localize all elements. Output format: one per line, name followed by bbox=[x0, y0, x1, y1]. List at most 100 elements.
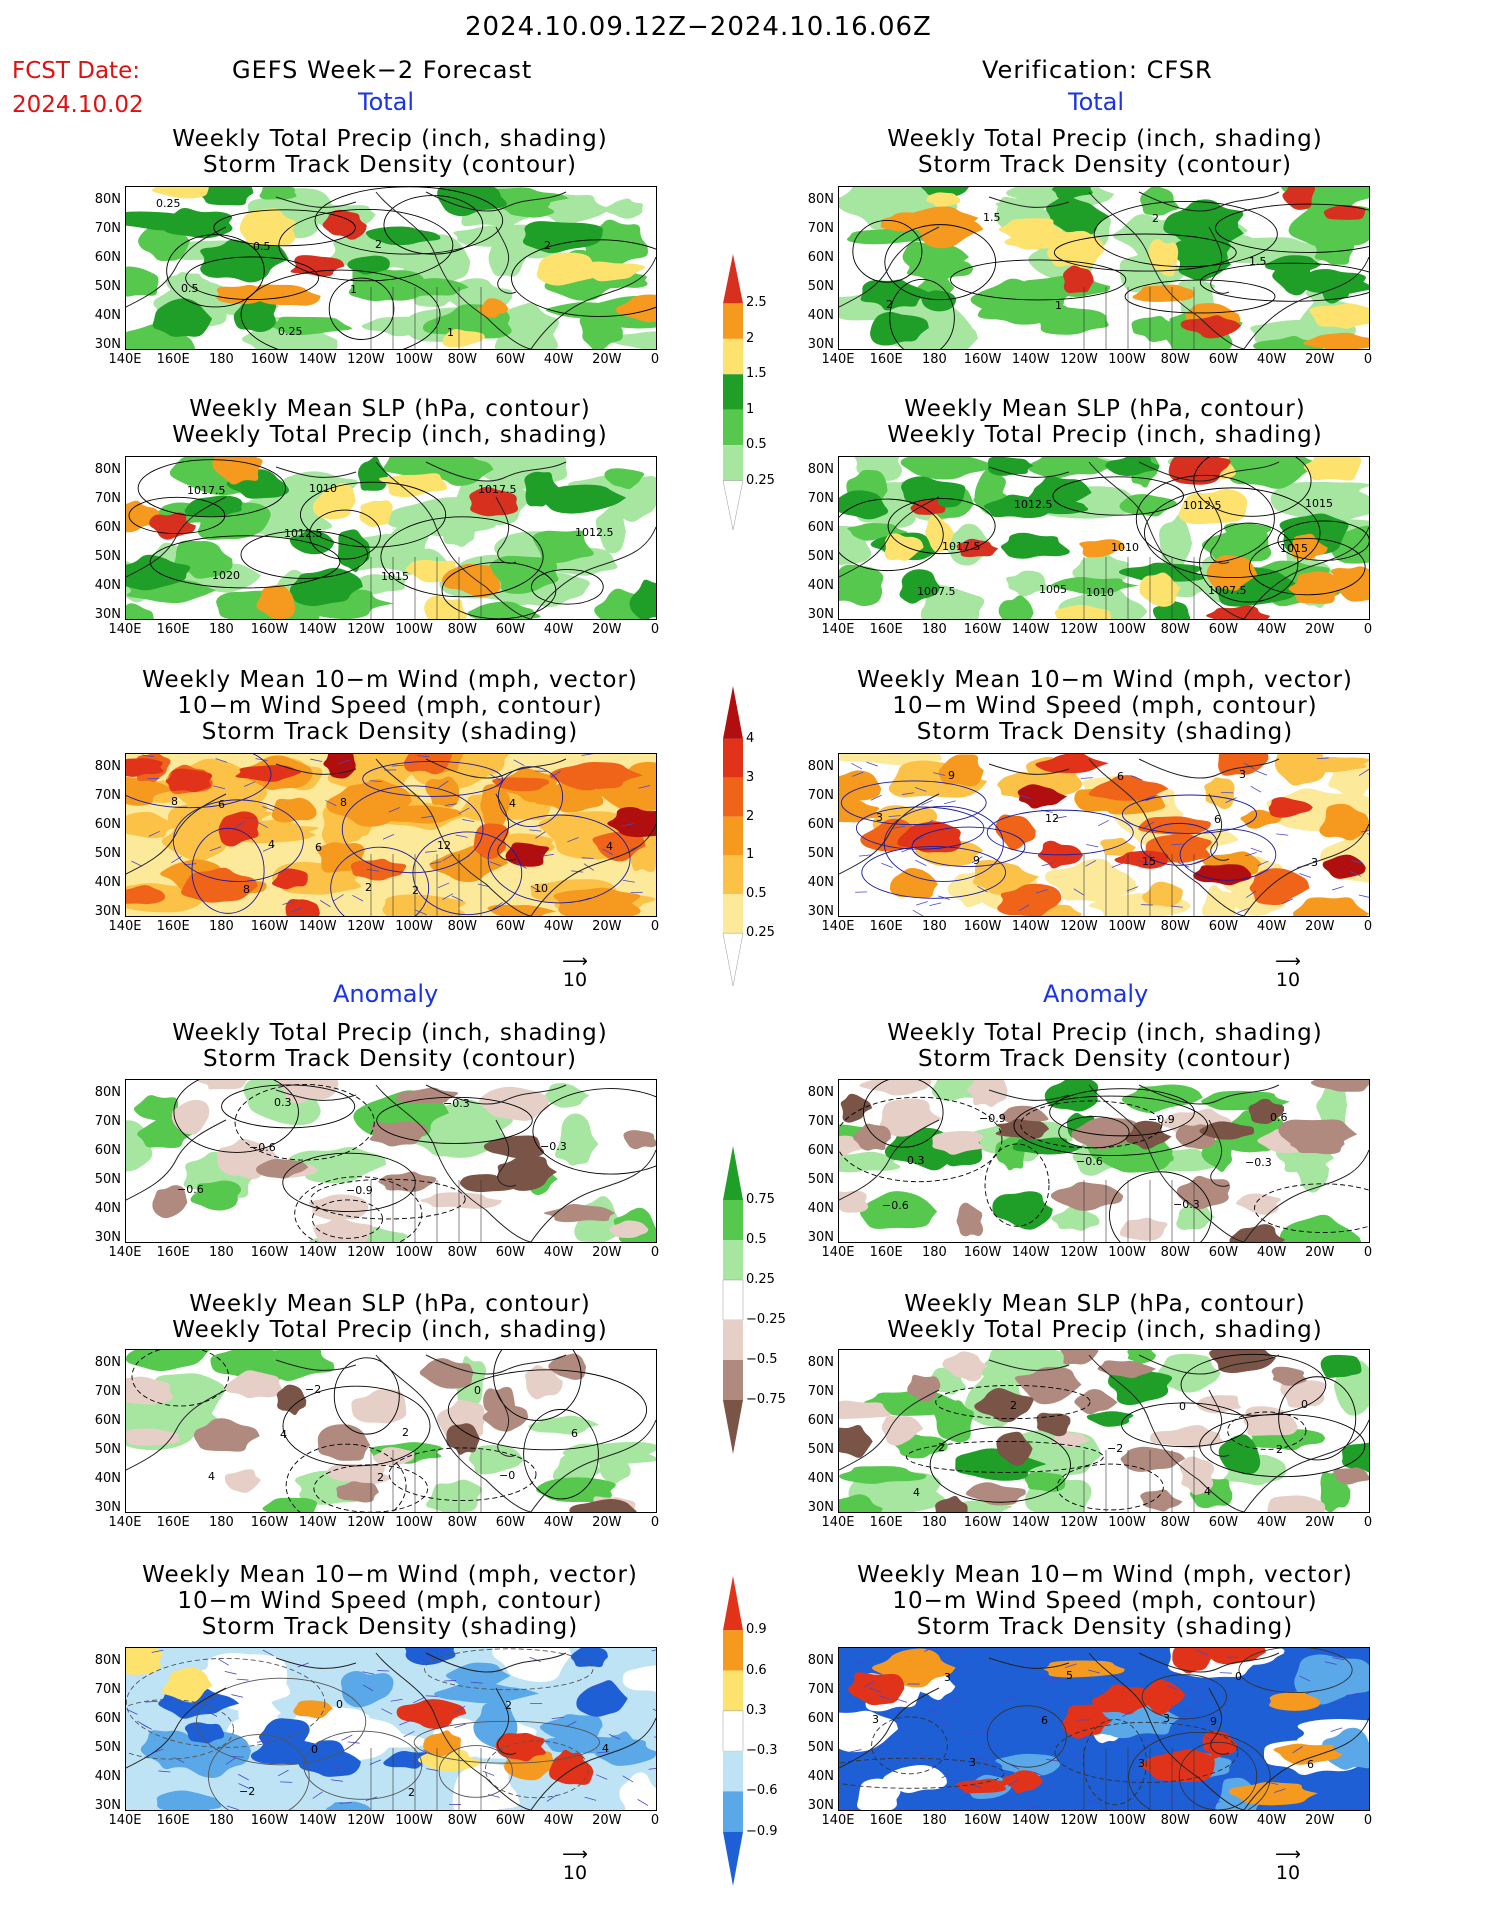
map-canvas: 0.25 0.5 1 1 2 0.5 0.25 2 bbox=[126, 187, 656, 349]
contour-line bbox=[1254, 1183, 1369, 1233]
title-line: Storm Track Density (shading) bbox=[201, 1614, 579, 1640]
wind-vector bbox=[1351, 859, 1364, 864]
shaded-region bbox=[839, 1135, 873, 1156]
coastline bbox=[425, 1084, 567, 1105]
shaded-region bbox=[205, 1653, 280, 1675]
shaded-region bbox=[839, 1424, 873, 1458]
shaded-region bbox=[1314, 236, 1355, 265]
contour-label: 5 bbox=[1066, 1669, 1073, 1682]
map-gefs-total-slp: 1017.5 1012.5 1015 1017.5 1012.5 1020 1010 bbox=[125, 456, 657, 620]
lon-tick-label: 0 bbox=[1363, 352, 1373, 367]
left-total-label: Total bbox=[358, 88, 415, 116]
lat-tick-label: 80N bbox=[807, 462, 834, 477]
contour-label: −0.6 bbox=[1076, 1155, 1103, 1168]
wind-vector bbox=[591, 1682, 603, 1688]
wind-vector bbox=[1080, 777, 1093, 779]
coastline bbox=[988, 466, 1070, 478]
shaded-region bbox=[265, 316, 352, 336]
contour-line bbox=[1093, 200, 1278, 268]
colorbar-label: 0.25 bbox=[746, 472, 775, 488]
panel-title-gefs-anom-precip: Weekly Total Precip (inch, shading) Stor… bbox=[125, 1020, 655, 1072]
wind-vector bbox=[964, 1730, 977, 1734]
lon-tick-label: 80W bbox=[447, 1515, 477, 1530]
title-line: Weekly Mean SLP (hPa, contour) bbox=[189, 396, 591, 422]
contour-line bbox=[310, 1178, 466, 1220]
contour-line bbox=[1049, 1088, 1195, 1137]
shaded-region bbox=[1051, 577, 1140, 595]
coastline bbox=[530, 526, 656, 619]
colorbar-segment bbox=[723, 409, 743, 446]
wind-vector bbox=[881, 862, 893, 868]
wind-vector bbox=[415, 909, 427, 916]
wind-vector bbox=[369, 1759, 382, 1765]
shaded-region bbox=[1140, 1749, 1215, 1782]
shaded-region bbox=[839, 799, 881, 823]
contour-label: 1.5 bbox=[1249, 255, 1267, 268]
map-cfsr-anom-slp: 0 2 4 2 −2 4 0 2 bbox=[838, 1349, 1370, 1513]
wind-vector bbox=[209, 846, 222, 852]
coastline bbox=[839, 1389, 940, 1471]
right-anomaly-label: Anomaly bbox=[1043, 980, 1149, 1008]
contour-line bbox=[1128, 1731, 1271, 1810]
shaded-region bbox=[1235, 1193, 1281, 1215]
shaded-region bbox=[967, 1080, 1008, 1107]
contour-line bbox=[172, 799, 304, 883]
lon-tick-label: 160E bbox=[869, 1245, 903, 1260]
shaded-region bbox=[534, 194, 612, 227]
lon-tick-label: 140W bbox=[1011, 919, 1050, 934]
lat-tick-label: 70N bbox=[807, 788, 834, 803]
lat-tick-label: 60N bbox=[807, 817, 834, 832]
colorbar-label: −0.5 bbox=[746, 1352, 778, 1367]
wind-vector bbox=[1246, 890, 1257, 898]
lon-tick-label: 120W bbox=[347, 919, 385, 934]
lon-tick-label: 40W bbox=[543, 1813, 574, 1828]
contour-line bbox=[1238, 1648, 1353, 1694]
lon-tick-label: 0 bbox=[1363, 1245, 1373, 1260]
wind-vector bbox=[1073, 888, 1085, 896]
wind-vector bbox=[977, 885, 988, 893]
shaded-region bbox=[864, 1390, 960, 1416]
colorbar-segment bbox=[723, 303, 743, 339]
shaded-region bbox=[996, 1431, 1033, 1466]
coastline bbox=[275, 763, 357, 775]
shaded-region bbox=[322, 209, 367, 240]
lon-tick-label: 20W bbox=[1305, 1515, 1335, 1530]
lon-tick-label: 140E bbox=[821, 622, 855, 637]
shaded-region bbox=[1333, 1467, 1369, 1485]
contour-label: 2 bbox=[938, 1441, 945, 1454]
lon-tick-label: 20W bbox=[592, 1813, 622, 1828]
wind-vector bbox=[262, 845, 275, 852]
contour-line bbox=[126, 754, 272, 809]
wind-vector bbox=[1255, 770, 1268, 776]
shaded-region bbox=[536, 252, 598, 286]
shaded-region bbox=[350, 858, 407, 881]
shaded-region bbox=[995, 814, 1036, 851]
map-canvas: −0.9 −0.3 −0.6 −0.9 −0.6 −0.3 0.6 0.3 bbox=[839, 1080, 1369, 1242]
wind-vector bbox=[648, 1768, 656, 1770]
shaded-region bbox=[622, 1665, 656, 1692]
shaded-region bbox=[197, 187, 254, 206]
shaded-region bbox=[609, 1220, 649, 1238]
colorbar-segment bbox=[723, 855, 743, 895]
shaded-region bbox=[1271, 1366, 1307, 1386]
contour-line bbox=[166, 234, 265, 308]
shaded-region bbox=[420, 1192, 503, 1209]
coastline bbox=[530, 1419, 656, 1512]
lon-tick-label: 80W bbox=[447, 919, 477, 934]
wind-vector bbox=[454, 1723, 467, 1729]
shaded-region bbox=[1092, 1684, 1150, 1715]
wind-vector bbox=[529, 1656, 541, 1663]
shaded-region bbox=[1017, 784, 1068, 809]
colorbar-segment bbox=[723, 894, 743, 934]
wind-vector bbox=[367, 868, 380, 872]
lat-tick-label: 30N bbox=[807, 337, 834, 352]
contour-label: 4 bbox=[208, 1470, 215, 1483]
lon-tick-label: 140W bbox=[298, 919, 337, 934]
lon-tick-label: 60W bbox=[495, 1245, 526, 1260]
shaded-region bbox=[190, 1180, 242, 1211]
contour-line bbox=[911, 826, 1026, 867]
title-line: Storm Track Density (contour) bbox=[917, 152, 1293, 178]
lon-tick-label: 0 bbox=[650, 352, 660, 367]
lat-tick-label: 30N bbox=[94, 607, 121, 622]
wind-vector bbox=[1085, 860, 1097, 867]
